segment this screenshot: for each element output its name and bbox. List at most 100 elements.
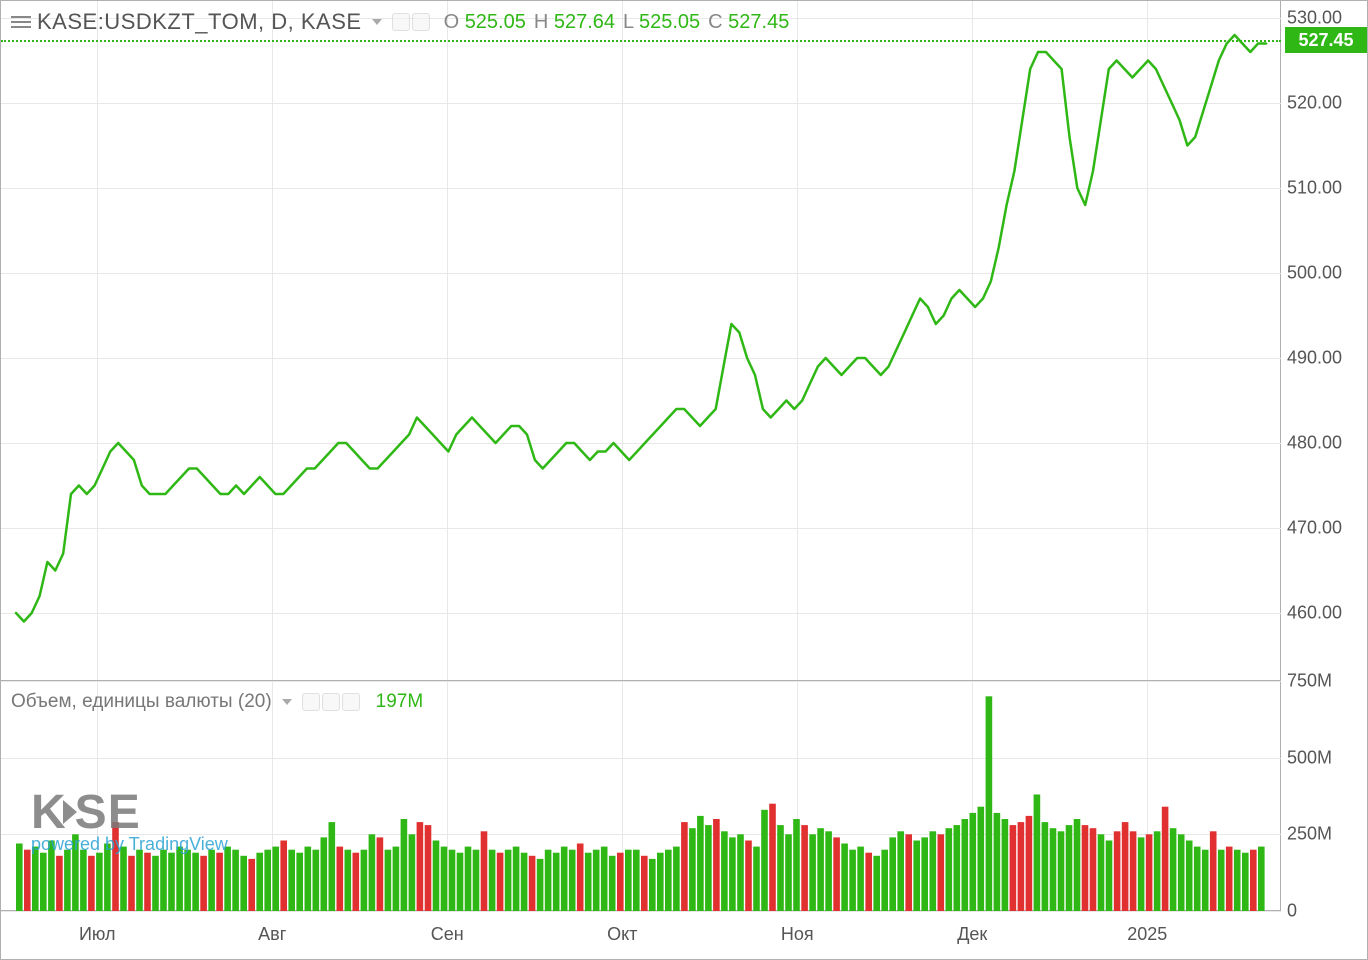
volume-bar [1194, 847, 1201, 911]
volume-bar [617, 853, 624, 911]
volume-bar [529, 856, 536, 911]
volume-bar [457, 853, 464, 911]
volume-bar [1170, 828, 1177, 911]
gear-icon[interactable] [322, 693, 340, 711]
volume-bar [1154, 831, 1161, 911]
volume-bar [609, 856, 616, 911]
volume-bar [1050, 828, 1057, 911]
close-icon[interactable] [342, 693, 360, 711]
volume-bar [665, 850, 672, 911]
volume-bar [305, 847, 312, 911]
volume-bar [40, 853, 47, 911]
volume-bar [641, 856, 648, 911]
main-legend: KASE:USDKZT_TOM, D, KASE O 525.05 H 527.… [11, 9, 789, 35]
volume-bar [160, 850, 167, 911]
volume-bar [224, 847, 231, 911]
volume-bar [1218, 850, 1225, 911]
volume-bar [946, 828, 953, 911]
y-tick-label: 490.00 [1279, 348, 1367, 369]
x-tick-label: Сен [431, 924, 464, 945]
volume-bar [849, 850, 856, 911]
y-tick-label: 500.00 [1279, 263, 1367, 284]
volume-bar [1234, 850, 1241, 911]
volume-bar [96, 853, 103, 911]
volume-bar [865, 853, 872, 911]
volume-bar [817, 828, 824, 911]
chevron-down-icon[interactable] [372, 19, 382, 25]
volume-bar [409, 834, 416, 911]
volume-bar [32, 847, 39, 911]
y-tick-label: 510.00 [1279, 178, 1367, 199]
volume-bar [1162, 807, 1169, 911]
volume-bar [465, 847, 472, 911]
volume-bar [729, 837, 736, 911]
volume-bar [216, 853, 223, 911]
volume-bar [288, 850, 295, 911]
x-tick-label: Июл [79, 924, 116, 945]
volume-bar [489, 850, 496, 911]
volume-bar [1106, 841, 1113, 912]
volume-bar [321, 837, 328, 911]
volume-bar [921, 837, 928, 911]
volume-bar [561, 847, 568, 911]
volume-bar [88, 856, 95, 911]
volume-bar [1002, 819, 1009, 911]
eye-icon[interactable] [302, 693, 320, 711]
volume-bar [633, 850, 640, 911]
y-tick-label: 520.00 [1279, 93, 1367, 114]
volume-bar [361, 850, 368, 911]
x-tick-label: Ноя [781, 924, 814, 945]
y-tick-label: 250M [1279, 824, 1367, 845]
volume-bar [721, 831, 728, 911]
price-chart-panel[interactable] [1, 1, 1281, 681]
volume-bar [128, 856, 135, 911]
open-label: O [444, 11, 465, 33]
volume-chart-panel[interactable]: KSE powered by TradingView [1, 681, 1281, 911]
volume-bar [1130, 831, 1137, 911]
volume-bar [673, 847, 680, 911]
volume-bar [793, 819, 800, 911]
chevron-down-icon[interactable] [282, 699, 292, 705]
volume-bar [713, 819, 720, 911]
volume-bar [1138, 837, 1145, 911]
volume-label[interactable]: Объем, единицы валюты (20) [11, 691, 272, 713]
y-tick-label: 750M [1279, 671, 1367, 692]
volume-bar [970, 813, 977, 911]
volume-bar [441, 847, 448, 911]
volume-bar [601, 847, 608, 911]
volume-bar [769, 804, 776, 911]
volume-bar [417, 822, 424, 911]
volume-bar [393, 847, 400, 911]
volume-bar [136, 850, 143, 911]
y-tick-label: 470.00 [1279, 518, 1367, 539]
volume-bar [401, 819, 408, 911]
menu-icon[interactable] [11, 14, 31, 30]
volume-bar [1010, 825, 1017, 911]
low-value: 525.05 [639, 11, 700, 33]
volume-bar [16, 844, 23, 912]
volume-bar [833, 837, 840, 911]
volume-bar [144, 853, 151, 911]
close-label: C [708, 11, 728, 33]
volume-bar [377, 837, 384, 911]
y-tick-label: 530.00 [1279, 8, 1367, 29]
current-price-badge: 527.45 [1285, 27, 1367, 53]
y-tick-label: 500M [1279, 747, 1367, 768]
volume-bar [994, 813, 1001, 911]
eye-icon[interactable] [392, 13, 410, 31]
volume-bar [545, 850, 552, 911]
volume-bar [24, 850, 31, 911]
volume-bar [264, 850, 271, 911]
volume-bar [1146, 834, 1153, 911]
volume-bar [1082, 825, 1089, 911]
symbol-name[interactable]: KASE:USDKZT_TOM, D, KASE [37, 9, 362, 35]
volume-bar [593, 850, 600, 911]
gear-icon[interactable] [412, 13, 430, 31]
volume-bar [1074, 819, 1081, 911]
y-axis: 460.00470.00480.00490.00500.00510.00520.… [1279, 1, 1367, 911]
volume-bar [905, 834, 912, 911]
volume-bar [1114, 831, 1121, 911]
x-tick-label: 2025 [1127, 924, 1167, 945]
volume-bar [385, 850, 392, 911]
volume-bar [1090, 828, 1097, 911]
